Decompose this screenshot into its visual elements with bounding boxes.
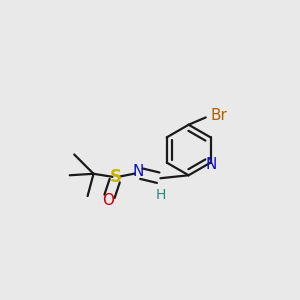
Text: Br: Br	[210, 108, 227, 123]
Text: S: S	[110, 168, 122, 186]
Text: N: N	[132, 164, 144, 179]
Text: N: N	[206, 157, 217, 172]
Text: H: H	[156, 188, 166, 202]
Text: O: O	[102, 193, 114, 208]
